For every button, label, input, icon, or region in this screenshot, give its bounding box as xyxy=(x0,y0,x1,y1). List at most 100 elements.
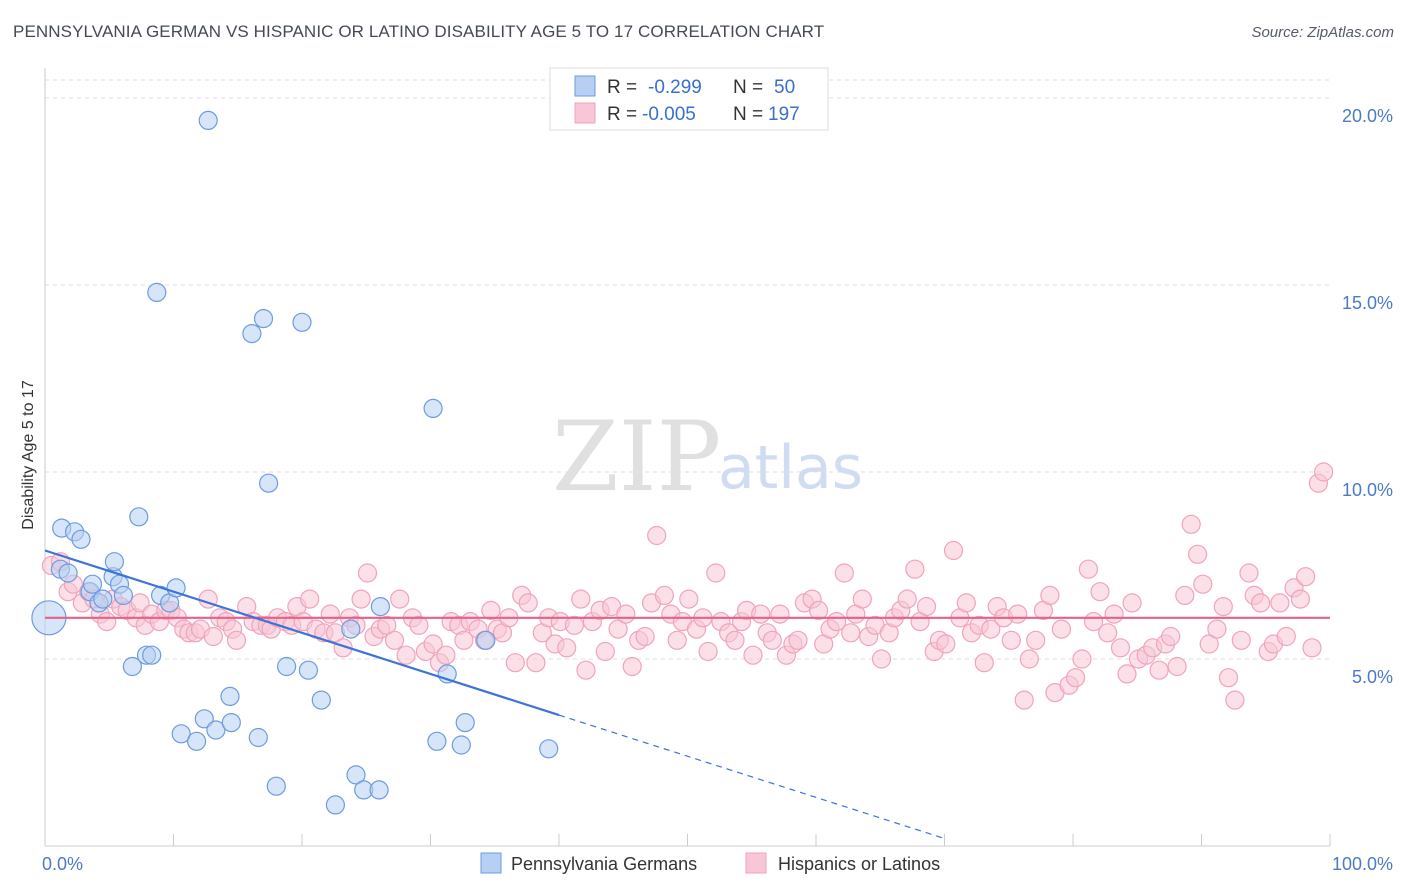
point-series-1-182 xyxy=(1213,596,1233,617)
point-series-1-151 xyxy=(1014,690,1034,710)
point-series-1-160 xyxy=(1072,649,1092,669)
point-series-0-49 xyxy=(476,630,496,650)
point-series-0-44 xyxy=(423,398,443,418)
point-series-1-186 xyxy=(1239,563,1259,583)
point-series-1-178 xyxy=(1187,544,1208,564)
point-series-0-50 xyxy=(539,739,559,759)
series-legend-label-hispanics-or-latinos: Hispanics or Latinos xyxy=(778,854,940,874)
point-series-1-113 xyxy=(770,604,790,624)
point-series-1-25 xyxy=(203,626,223,647)
point-series-0-32 xyxy=(259,473,279,493)
point-series-1-150 xyxy=(1008,604,1028,624)
point-series-1-88 xyxy=(608,619,628,639)
point-series-1-64 xyxy=(454,630,474,650)
point-series-0-21 xyxy=(166,578,186,598)
point-series-1-184 xyxy=(1225,690,1245,710)
point-series-1-180 xyxy=(1199,634,1219,654)
series-legend-label-pennsylvania-germans: Pennsylvania Germans xyxy=(511,854,697,874)
point-series-1-133 xyxy=(897,589,917,609)
point-series-0-7 xyxy=(82,574,103,594)
point-series-1-90 xyxy=(622,656,642,677)
point-series-1-74 xyxy=(518,593,538,613)
point-series-1-153 xyxy=(1026,630,1046,650)
point-series-1-103 xyxy=(706,563,726,583)
point-series-1-155 xyxy=(1040,585,1060,606)
point-series-1-57 xyxy=(409,615,429,635)
y-axis-label: Disability Age 5 to 17 xyxy=(20,380,37,530)
point-series-1-165 xyxy=(1104,604,1124,624)
point-series-1-68 xyxy=(481,600,501,621)
point-series-1-198 xyxy=(1313,462,1334,482)
stats-legend-box xyxy=(549,67,829,131)
point-series-1-152 xyxy=(1019,649,1039,669)
point-series-1-97 xyxy=(667,630,687,650)
point-series-1-176 xyxy=(1175,585,1195,606)
series-legend: Pennsylvania Germans Hispanics or Latino… xyxy=(480,852,940,874)
point-series-1-167 xyxy=(1117,664,1137,684)
legend-r-label-2: R = xyxy=(607,104,637,125)
point-series-1-183 xyxy=(1218,668,1239,688)
trend-line-pennsylvania-germans-extension xyxy=(558,714,945,840)
point-series-1-175 xyxy=(1167,656,1187,677)
point-series-1-110 xyxy=(751,604,771,624)
point-series-1-166 xyxy=(1110,638,1131,658)
legend-swatch-hispanics-or-latinos xyxy=(574,102,596,124)
chart-source: Source: ZipAtlas.com xyxy=(1251,24,1394,41)
point-series-0-18 xyxy=(147,282,167,302)
point-series-0-39 xyxy=(341,619,361,639)
point-series-0-27 xyxy=(220,686,240,707)
point-series-1-146 xyxy=(981,619,1001,639)
legend-n-label-2: N = xyxy=(733,104,763,125)
point-series-1-145 xyxy=(974,653,994,673)
point-series-0-42 xyxy=(369,780,389,800)
x-tick-label-1: 100.0% xyxy=(1332,854,1393,874)
point-series-1-109 xyxy=(743,645,763,665)
point-series-0-5 xyxy=(71,529,91,549)
point-series-0-15 xyxy=(129,507,149,527)
point-series-1-168 xyxy=(1122,593,1142,613)
watermark-zip: ZIP xyxy=(552,401,721,513)
stats-legend: R = -0.299 N = 50 R = -0.005 N = 197 xyxy=(549,67,829,131)
watermark-atlas: atlas xyxy=(718,433,863,503)
point-series-0-29 xyxy=(242,324,262,344)
x-axis-tick-labels: 0.0% 100.0% xyxy=(42,854,1393,874)
point-series-1-43 xyxy=(320,604,340,624)
point-series-0-28 xyxy=(221,712,241,733)
legend-r-value-1: -0.299 xyxy=(648,77,702,98)
trend-line-pennsylvania-germans xyxy=(44,549,560,717)
point-series-1-185 xyxy=(1231,630,1251,650)
point-series-1-179 xyxy=(1193,574,1213,594)
point-series-0-40 xyxy=(346,765,366,785)
chart-title: PENNSYLVANIA GERMAN VS HISPANIC OR LATIN… xyxy=(13,22,825,41)
point-series-0-31 xyxy=(253,309,274,329)
point-series-1-13 xyxy=(130,593,150,613)
point-series-1-106 xyxy=(725,630,745,650)
point-series-0-17 xyxy=(142,645,162,665)
point-series-0-33 xyxy=(266,776,286,796)
point-series-0-30 xyxy=(248,727,268,748)
y-tick-label-2: 15.0% xyxy=(1342,293,1393,313)
point-series-0-25 xyxy=(198,110,218,131)
point-series-1-40 xyxy=(300,589,320,609)
point-series-1-142 xyxy=(956,593,976,613)
point-series-1-157 xyxy=(1051,619,1072,639)
series-legend-swatch-hispanics-or-latinos xyxy=(745,852,767,874)
legend-n-value-2: 197 xyxy=(768,104,800,125)
point-series-1-192 xyxy=(1276,626,1296,647)
point-series-1-102 xyxy=(698,641,718,662)
point-series-1-89 xyxy=(616,604,636,624)
point-series-1-95 xyxy=(654,585,675,606)
point-series-1-136 xyxy=(916,596,937,617)
legend-n-value-1: 50 xyxy=(774,77,795,98)
point-series-1-174 xyxy=(1161,626,1181,647)
point-series-1-164 xyxy=(1098,623,1118,643)
point-series-1-140 xyxy=(943,540,964,561)
point-series-1-123 xyxy=(834,563,854,583)
legend-r-label-1: R = xyxy=(607,77,637,98)
point-series-1-54 xyxy=(390,589,410,609)
y-tick-label-3: 20.0% xyxy=(1342,106,1393,126)
point-series-1-196 xyxy=(1302,638,1322,658)
point-series-1-72 xyxy=(505,653,525,673)
point-series-1-188 xyxy=(1250,593,1271,613)
point-series-0-9 xyxy=(93,589,113,609)
